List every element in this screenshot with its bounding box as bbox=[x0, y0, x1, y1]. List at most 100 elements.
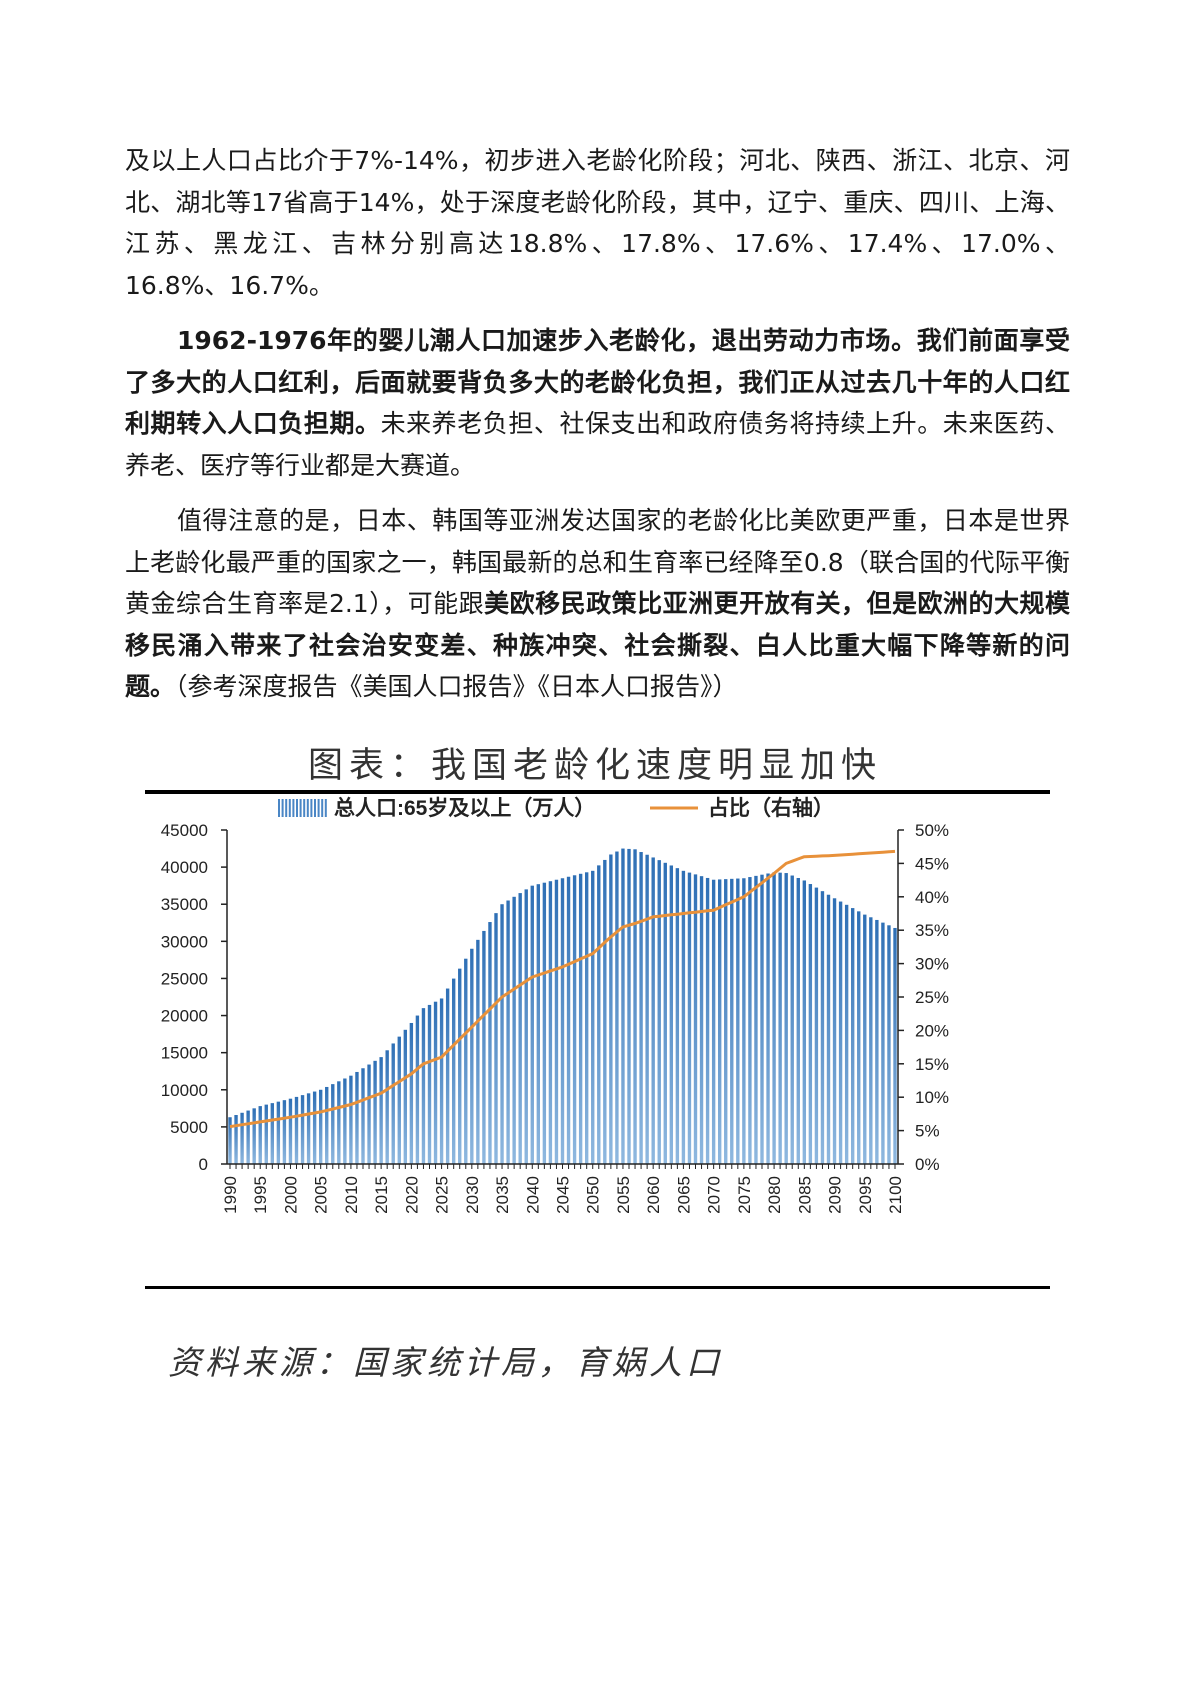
legend-bar-swatch bbox=[281, 799, 284, 817]
bar bbox=[421, 1008, 426, 1164]
bar bbox=[651, 857, 655, 1164]
figure-source: 资料来源：国家统计局，育娲人口 bbox=[168, 1343, 723, 1382]
bar bbox=[264, 1104, 268, 1164]
bar bbox=[693, 874, 698, 1164]
chart-svg: 0 5000 10000 15000 20000 25000 30000 35000 40000… bbox=[135, 790, 1055, 1289]
legend-line-label: 占比（右轴） bbox=[708, 796, 834, 820]
legend-bar-swatch bbox=[306, 799, 309, 817]
bar bbox=[754, 875, 758, 1164]
bar bbox=[869, 917, 873, 1164]
body-text: （参考深度报告《美国人口报告》《日本人口报告》） bbox=[175, 672, 738, 701]
bar bbox=[584, 872, 589, 1164]
bar bbox=[808, 884, 813, 1164]
right-tick-label: 50% bbox=[915, 821, 949, 840]
bar bbox=[736, 878, 740, 1164]
bar bbox=[439, 998, 444, 1164]
bar bbox=[488, 922, 492, 1164]
bar bbox=[657, 860, 661, 1164]
bar bbox=[826, 894, 831, 1164]
bar bbox=[838, 901, 843, 1164]
paragraph-1: 及以上人口占比介于7%-14%，初步进入老龄化阶段；河北、陕西、浙江、北京、河北… bbox=[125, 140, 1070, 306]
right-tick-label: 10% bbox=[915, 1088, 949, 1107]
left-tick-label: 5000 bbox=[170, 1118, 208, 1137]
bar bbox=[403, 1029, 408, 1164]
x-tick-label: 2010 bbox=[342, 1176, 361, 1214]
bar bbox=[331, 1084, 335, 1164]
bar bbox=[730, 878, 734, 1164]
bar bbox=[699, 876, 704, 1164]
bar bbox=[470, 948, 474, 1164]
bar bbox=[760, 874, 764, 1164]
bar bbox=[270, 1103, 275, 1164]
bar bbox=[645, 854, 649, 1164]
bar bbox=[258, 1106, 262, 1164]
bar bbox=[724, 879, 728, 1164]
bar bbox=[560, 878, 565, 1164]
bar bbox=[681, 870, 686, 1164]
bar bbox=[397, 1036, 401, 1164]
bar bbox=[343, 1078, 347, 1164]
bar bbox=[294, 1096, 299, 1164]
bar bbox=[887, 925, 891, 1164]
bar bbox=[669, 865, 674, 1164]
bar bbox=[663, 862, 667, 1164]
figure-title: 图表：我国老龄化速度明显加快 bbox=[307, 746, 882, 786]
bar bbox=[633, 849, 637, 1164]
bar bbox=[796, 877, 800, 1164]
bar bbox=[766, 873, 770, 1164]
bar bbox=[349, 1075, 353, 1164]
bar bbox=[312, 1091, 317, 1164]
bar bbox=[566, 876, 571, 1164]
x-tick-label: 2065 bbox=[674, 1176, 693, 1214]
x-tick-label: 2020 bbox=[402, 1176, 421, 1214]
bar bbox=[445, 988, 450, 1164]
x-tick-label: 2085 bbox=[795, 1176, 814, 1214]
legend-bar-swatch bbox=[296, 799, 298, 817]
bar bbox=[385, 1050, 389, 1164]
x-tick-label: 2075 bbox=[735, 1176, 754, 1214]
bar bbox=[675, 868, 680, 1164]
bold-text: 美欧移民政策比亚洲更开放有关，但是欧洲的大规模移民涌入带来了社会治安变差、种族冲… bbox=[125, 589, 1070, 701]
right-tick-label: 45% bbox=[915, 854, 949, 873]
bar bbox=[252, 1108, 256, 1164]
bar bbox=[337, 1081, 341, 1164]
bar bbox=[772, 872, 776, 1164]
left-tick-label: 0 bbox=[199, 1155, 208, 1174]
body-text: 值得注意的是，日本、韩国等亚洲发达国家的老龄化比美欧更严重，日本是世界上老龄化最… bbox=[125, 506, 1070, 618]
paragraph-3: 值得注意的是，日本、韩国等亚洲发达国家的老龄化比美欧更严重，日本是世界上老龄化最… bbox=[125, 500, 1070, 708]
x-tick-label: 2060 bbox=[644, 1176, 663, 1214]
bar bbox=[609, 854, 613, 1164]
bar bbox=[742, 878, 746, 1164]
bar bbox=[778, 872, 782, 1164]
bar bbox=[863, 914, 867, 1164]
bar bbox=[367, 1064, 371, 1164]
legend-bar-label: 总人口:65岁及以上（万人） bbox=[334, 796, 595, 820]
bar bbox=[355, 1071, 359, 1164]
legend-bar-swatch bbox=[292, 799, 295, 817]
frame-bottom-rule bbox=[135, 1286, 1055, 1289]
bar bbox=[597, 865, 601, 1164]
bar bbox=[639, 852, 643, 1164]
x-tick-label: 2040 bbox=[523, 1176, 542, 1214]
left-tick-label: 25000 bbox=[161, 969, 208, 988]
bar bbox=[506, 900, 510, 1164]
bar bbox=[373, 1060, 377, 1164]
x-tick-label: 2070 bbox=[705, 1176, 724, 1214]
bold-text: 1962-1976年的婴儿潮人口加速步入老龄化，退出劳动力市场。我们前面享受了多… bbox=[125, 326, 1070, 438]
left-tick-label: 40000 bbox=[161, 858, 208, 877]
bar bbox=[306, 1093, 311, 1164]
left-tick-label: 30000 bbox=[161, 932, 208, 951]
bar bbox=[234, 1115, 238, 1164]
bar bbox=[276, 1101, 281, 1164]
bar bbox=[802, 880, 807, 1164]
paragraph-2: 1962-1976年的婴儿潮人口加速步入老龄化，退出劳动力市场。我们前面享受了多… bbox=[125, 320, 1070, 486]
bar bbox=[240, 1112, 244, 1164]
right-tick-label: 30% bbox=[915, 955, 949, 974]
x-tick-label: 2015 bbox=[372, 1176, 391, 1214]
bar bbox=[512, 896, 516, 1164]
x-tick-label: 2005 bbox=[312, 1176, 331, 1214]
legend-bar-swatch bbox=[288, 799, 291, 817]
x-tick-label: 2035 bbox=[493, 1176, 512, 1214]
bar bbox=[476, 939, 480, 1164]
bar bbox=[621, 848, 625, 1164]
